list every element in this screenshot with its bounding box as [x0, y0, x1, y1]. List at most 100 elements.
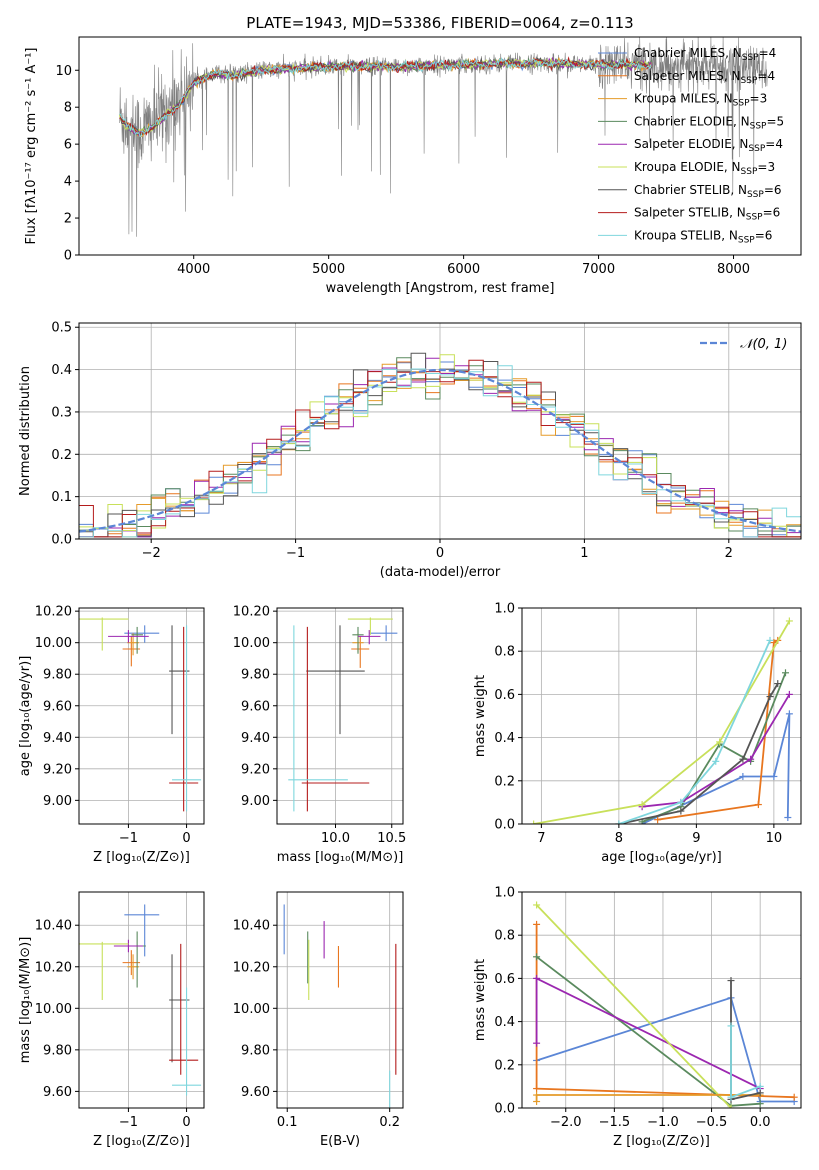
weight_vs_Z-frame: [521, 891, 802, 1109]
weight-line: [536, 996, 795, 1103]
spectrum-xtick-label: 4000: [177, 262, 210, 277]
residual_histogram-ytick-label: 0.1: [51, 490, 72, 505]
spectrum-ytick-label: 0: [64, 249, 72, 264]
age_vs_mass-frame: [276, 607, 404, 825]
weight-line: [618, 640, 771, 824]
weight_vs_Z-ytick-label: 1.0: [494, 886, 515, 901]
weight_vs_age-xlabel: age [log₁₀(age/yr)]: [601, 850, 722, 865]
weight-line: [535, 976, 761, 1090]
spectrum-model-line: [119, 57, 653, 137]
residual_histogram-xtick-label: −1: [286, 546, 305, 561]
weight_vs_age-xtick-label: 8: [615, 831, 623, 846]
weight_vs_age-ytick-label: 0.0: [494, 818, 515, 833]
weight_vs_age-ytick-label: 0.4: [494, 731, 515, 746]
weight_vs_Z-xtick-label: −2.0: [550, 1115, 582, 1130]
weight_vs_age-ytick-label: 0.6: [494, 688, 515, 703]
age_vs_Z-ytick-label: 10.20: [35, 605, 72, 620]
mass_vs_Z-ytick-label: 10.20: [35, 960, 72, 975]
residual_histogram-ytick-label: 0.5: [51, 321, 72, 336]
spectrum-model-line: [119, 56, 652, 136]
spectrum-legend-label: Salpeter ELODIE, NSSP=4: [634, 137, 783, 154]
age_vs_mass-ytick-label: 9.20: [241, 762, 270, 777]
weight_vs_age-plot-area: [530, 617, 793, 824]
mass_vs_EBV-plot-area: [283, 904, 397, 1108]
age_vs_Z-ytick-label: 9.00: [43, 794, 72, 809]
weight_vs_age-ylabel: mass weight: [473, 675, 488, 757]
age_vs_Z-panel: −1 0 9.00 9.20 9.40 9.60 9.80 10.00 10.20 Z [log₁…: [18, 605, 205, 865]
normal-reference-curve: [79, 368, 801, 533]
weight_vs_age-ytick-label: 0.8: [494, 645, 515, 660]
residual_histogram-panel: −2 −1 0 1 2 0.0 0.1 0.2 0.3 0.4 0.5 (data-model)/er…: [18, 321, 802, 580]
weight_vs_Z-xlabel: Z [log₁₀(Z/Z⊙)]: [613, 1134, 710, 1149]
spectrum-observed-line: [119, 37, 768, 237]
weight-line: [535, 1094, 761, 1102]
spectrum-ylabel: Flux [fλ10⁻¹⁷ erg cm⁻² s⁻¹ A⁻¹]: [24, 48, 39, 245]
spectrum-model-line: [119, 57, 653, 135]
weight_vs_Z-panel: −2.0 −1.5 −1.0 −0.5 0.0 0.0 0.2 0.4 0.6 0.8 1.0 Z […: [473, 886, 802, 1149]
mass_vs_Z-ytick-label: 9.80: [43, 1043, 72, 1058]
residual_histogram-ytick-label: 0.0: [51, 533, 72, 548]
mass_vs_Z-xtick-label: 0: [182, 1115, 190, 1130]
age_vs_mass-xlabel: mass [log₁₀(M/M⊙)]: [277, 850, 404, 865]
histogram-steps: [79, 365, 801, 539]
spectrum-legend-label: Salpeter MILES, NSSP=4: [634, 69, 775, 86]
spectrum-model-line: [119, 57, 653, 138]
weight_vs_age-panel: 7 8 9 10 0.0 0.2 0.4 0.6 0.8 1.0 age [log₁₀(age/yr…: [473, 602, 802, 865]
age_vs_mass-ytick-label: 10.20: [233, 605, 270, 620]
age_vs_mass-panel: 10.0 10.5 9.00 9.20 9.40 9.60 9.80 10.00 10.20 ma…: [233, 605, 406, 865]
residual_histogram-ytick-label: 0.4: [51, 363, 72, 378]
spectrum-ytick-label: 4: [64, 175, 72, 190]
histogram-legend: 𝒩(0, 1): [700, 337, 787, 352]
weight-line: [536, 956, 761, 1107]
weight_vs_Z-xtick-label: −1.0: [647, 1115, 679, 1130]
mass_vs_Z-frame: [78, 891, 205, 1109]
mass_vs_EBV-xtick-label: 0.1: [277, 1115, 298, 1130]
weight_vs_Z-xtick-label: −1.5: [599, 1115, 631, 1130]
weight_vs_age-frame: [521, 607, 802, 825]
weight_vs_Z-xtick-label: −0.5: [696, 1115, 728, 1130]
age_vs_mass-ytick-label: 10.00: [233, 636, 270, 651]
weight_vs_age-ytick-label: 0.2: [494, 774, 515, 789]
weight_vs_Z-ytick-label: 0.0: [494, 1102, 515, 1117]
weight_vs_Z-ytick-label: 0.8: [494, 929, 515, 944]
spectrum-xtick-label: 5000: [312, 262, 345, 277]
residual_histogram-xtick-label: 1: [580, 546, 588, 561]
age_vs_Z-ylabel: age [log₁₀(age/yr)]: [18, 656, 33, 777]
weight-line: [535, 904, 732, 1108]
weight_vs_age-xtick-label: 10: [766, 831, 783, 846]
age_vs_Z-plot-area: [79, 617, 202, 812]
mass_vs_Z-panel: −1 0 9.60 9.80 10.00 10.20 10.40 Z [log₁₀(Z/Z⊙)…: [18, 891, 205, 1149]
weight_vs_age-xtick-label: 9: [692, 831, 700, 846]
mass_vs_EBV-xtick-label: 0.2: [379, 1115, 400, 1130]
weight_vs_age-ytick-label: 1.0: [494, 602, 515, 617]
age_vs_Z-xtick-label: 0: [182, 831, 190, 846]
age_vs_mass-xtick-label: 10.5: [377, 831, 406, 846]
spectrum-legend: Chabrier MILES, NSSP=4 Salpeter MILES, NS…: [598, 46, 784, 245]
weight-line: [535, 924, 795, 1099]
weight_vs_Z-plot-area: [533, 901, 798, 1108]
spectrum-model-line: [119, 57, 653, 137]
spectrum-frame: [78, 36, 802, 256]
weight_vs_age-xtick-label: 7: [537, 831, 545, 846]
spectrum-legend-label: Kroupa ELODIE, NSSP=3: [634, 160, 775, 177]
mass_vs_EBV-xlabel: E(B-V): [320, 1134, 360, 1149]
mass_vs_Z-xtick-label: −1: [119, 1115, 138, 1130]
age_vs_Z-xtick-label: −1: [119, 831, 138, 846]
spectrum-ytick-label: 2: [64, 212, 72, 227]
age_vs_Z-xlabel: Z [log₁₀(Z/Z⊙)]: [93, 850, 190, 865]
residual_histogram-ytick-label: 0.2: [51, 448, 72, 463]
age_vs_Z-ytick-label: 9.60: [43, 699, 72, 714]
weight_vs_Z-ytick-label: 0.2: [494, 1058, 515, 1073]
spectrum-ytick-label: 10: [55, 64, 72, 79]
residual_histogram-xtick-label: −2: [142, 546, 161, 561]
spectrum-xtick-label: 6000: [447, 262, 480, 277]
spectrum-legend-label: Chabrier MILES, NSSP=4: [634, 46, 776, 63]
age_vs_mass-plot-area: [288, 617, 398, 812]
weight_vs_Z-grid: [522, 891, 801, 1109]
weight-line: [533, 620, 791, 824]
mass_vs_Z-xlabel: Z [log₁₀(Z/Z⊙)]: [93, 1134, 190, 1149]
spectrum-ytick-label: 6: [64, 138, 72, 153]
age_vs_Z-ytick-label: 9.20: [43, 762, 72, 777]
weight_vs_Z-xtick-label: 0.0: [750, 1115, 771, 1130]
